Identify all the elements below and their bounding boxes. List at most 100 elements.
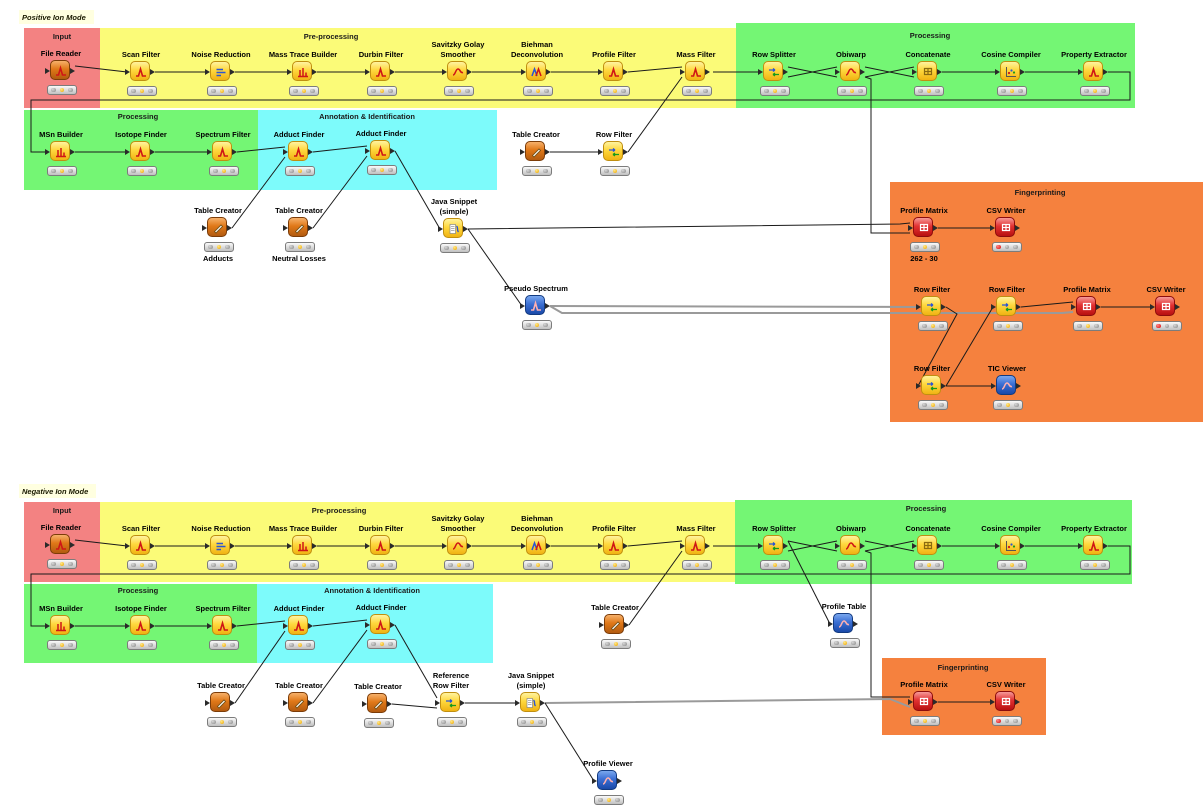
connection-wire[interactable] xyxy=(627,540,683,547)
table-creator-icon[interactable] xyxy=(205,692,235,712)
connection-wire[interactable] xyxy=(391,703,438,709)
node-n-java-snippet[interactable]: Java Snippet (simple) xyxy=(486,671,576,727)
peak-icon[interactable] xyxy=(125,141,155,161)
table-creator-icon[interactable] xyxy=(599,614,629,634)
connection-wire[interactable] xyxy=(30,545,1131,627)
node-n-csv-writer[interactable]: CSV Writer xyxy=(961,680,1051,726)
node-p-durbin-filter[interactable]: Durbin Filter xyxy=(336,50,426,96)
connection-wire[interactable] xyxy=(787,66,838,78)
connection-wire[interactable] xyxy=(787,540,838,552)
profile-table-icon[interactable] xyxy=(828,613,858,633)
node-p-savitzky-golay[interactable]: Savitzky Golay Smoother xyxy=(413,40,503,96)
concatenate-icon[interactable] xyxy=(912,535,942,555)
node-p-noise-reduction[interactable]: Noise Reduction xyxy=(176,50,266,96)
cosine-compiler-icon[interactable] xyxy=(995,535,1025,555)
node-p-table-creator-adducts[interactable]: Table Creator Adducts xyxy=(173,206,263,263)
node-n-file-reader[interactable]: File Reader xyxy=(16,523,106,569)
connection-wire[interactable] xyxy=(628,550,683,626)
java-snippet-icon[interactable] xyxy=(438,218,468,238)
node-p-adduct-finder-1[interactable]: Adduct Finder xyxy=(254,130,344,176)
table-creator-icon[interactable] xyxy=(520,141,550,161)
profile-matrix-icon[interactable] xyxy=(908,217,938,237)
profile-matrix-icon[interactable] xyxy=(908,691,938,711)
file-reader-icon[interactable] xyxy=(45,534,75,554)
node-p-property-extractor[interactable]: Property Extractor xyxy=(1049,50,1139,96)
node-p-java-snippet[interactable]: Java Snippet (simple) xyxy=(409,197,499,253)
node-n-adduct-finder-1[interactable]: Adduct Finder xyxy=(254,604,344,650)
row-filter-icon[interactable] xyxy=(991,296,1021,316)
connection-wire[interactable] xyxy=(549,305,1074,314)
node-p-table-creator-top[interactable]: Table Creator xyxy=(491,130,581,176)
msn-builder-icon[interactable] xyxy=(45,141,75,161)
node-n-property-extractor[interactable]: Property Extractor xyxy=(1049,524,1139,570)
filter-icon[interactable] xyxy=(207,615,237,635)
node-n-savitzky-golay[interactable]: Savitzky Golay Smoother xyxy=(413,514,503,570)
connection-wire[interactable] xyxy=(864,540,915,552)
connection-wire[interactable] xyxy=(467,228,523,307)
table-creator-icon[interactable] xyxy=(202,217,232,237)
connection-wire[interactable] xyxy=(544,697,911,708)
node-n-noise-reduction[interactable]: Noise Reduction xyxy=(176,524,266,570)
node-n-table-creator-3[interactable]: Table Creator xyxy=(333,682,423,728)
node-n-table-creator-mid[interactable]: Table Creator xyxy=(570,603,660,649)
node-p-biehman-deconvolution[interactable]: Biehman Deconvolution xyxy=(492,40,582,96)
node-n-spectrum-filter[interactable]: Spectrum Filter xyxy=(178,604,268,650)
node-n-row-splitter[interactable]: Row Splitter xyxy=(729,524,819,570)
filter-icon[interactable] xyxy=(598,61,628,81)
connection-wire[interactable] xyxy=(864,66,915,78)
filter-icon[interactable] xyxy=(207,141,237,161)
property-extractor-icon[interactable] xyxy=(1078,61,1108,81)
node-p-mass-trace-builder[interactable]: Mass Trace Builder xyxy=(258,50,348,96)
csv-writer-icon[interactable] xyxy=(1150,296,1180,316)
section-label[interactable]: Negative Ion Mode xyxy=(19,484,97,498)
connection-wire[interactable] xyxy=(627,76,683,153)
property-extractor-icon[interactable] xyxy=(1078,535,1108,555)
node-n-table-creator-1[interactable]: Table Creator xyxy=(176,681,266,727)
filter-icon[interactable] xyxy=(365,61,395,81)
node-p-pseudo-spectrum[interactable]: Pseudo Spectrum xyxy=(491,284,581,330)
obiwarp-icon[interactable] xyxy=(835,61,865,81)
node-n-table-creator-2[interactable]: Table Creator xyxy=(254,681,344,727)
mass-trace-builder-icon[interactable] xyxy=(287,61,317,81)
node-n-concatenate[interactable]: Concatenate xyxy=(883,524,973,570)
connection-wire[interactable] xyxy=(312,629,368,704)
smoother-icon[interactable] xyxy=(442,535,472,555)
noise-reduction-icon[interactable] xyxy=(205,535,235,555)
row-filter-icon[interactable] xyxy=(916,375,946,395)
node-n-scan-filter[interactable]: Scan Filter xyxy=(96,524,186,570)
connection-wire[interactable] xyxy=(787,540,831,625)
tic-viewer-icon[interactable] xyxy=(991,375,1021,395)
connection-wire[interactable] xyxy=(394,150,441,230)
profile-matrix-icon[interactable] xyxy=(1071,296,1101,316)
node-n-biehman-deconvolution[interactable]: Biehman Deconvolution xyxy=(492,514,582,570)
smoother-icon[interactable] xyxy=(442,61,472,81)
connection-wire[interactable] xyxy=(236,146,286,153)
scan-filter-icon[interactable] xyxy=(125,61,155,81)
peak-icon[interactable] xyxy=(283,615,313,635)
connection-wire[interactable] xyxy=(544,702,595,782)
row-splitter-icon[interactable] xyxy=(758,535,788,555)
filter-icon[interactable] xyxy=(680,61,710,81)
node-p-profile-matrix-1[interactable]: Profile Matrix 262 - 30 xyxy=(879,206,969,263)
pseudo-spectrum-icon[interactable] xyxy=(520,295,550,315)
msn-builder-icon[interactable] xyxy=(45,615,75,635)
node-n-profile-matrix[interactable]: Profile Matrix xyxy=(879,680,969,726)
row-splitter-icon[interactable] xyxy=(758,61,788,81)
node-n-msn-builder[interactable]: MSn Builder xyxy=(16,604,106,650)
node-p-profile-matrix-2[interactable]: Profile Matrix xyxy=(1042,285,1132,331)
node-p-row-filter-a[interactable]: Row Filter xyxy=(887,285,977,331)
table-creator-icon[interactable] xyxy=(283,692,313,712)
annotation-region-pos-fingerprinting[interactable] xyxy=(890,182,1203,422)
filter-icon[interactable] xyxy=(680,535,710,555)
connection-wire[interactable] xyxy=(312,155,368,229)
node-n-obiwarp[interactable]: Obiwarp xyxy=(806,524,896,570)
peak-icon[interactable] xyxy=(365,140,395,160)
cosine-compiler-icon[interactable] xyxy=(995,61,1025,81)
table-creator-icon[interactable] xyxy=(362,693,392,713)
node-p-row-splitter[interactable]: Row Splitter xyxy=(729,50,819,96)
node-p-row-filter-b[interactable]: Row Filter xyxy=(962,285,1052,331)
node-p-csv-writer-2[interactable]: CSV Writer xyxy=(1121,285,1203,331)
obiwarp-icon[interactable] xyxy=(835,535,865,555)
row-filter-icon[interactable] xyxy=(916,296,946,316)
connection-wire[interactable] xyxy=(394,624,438,699)
